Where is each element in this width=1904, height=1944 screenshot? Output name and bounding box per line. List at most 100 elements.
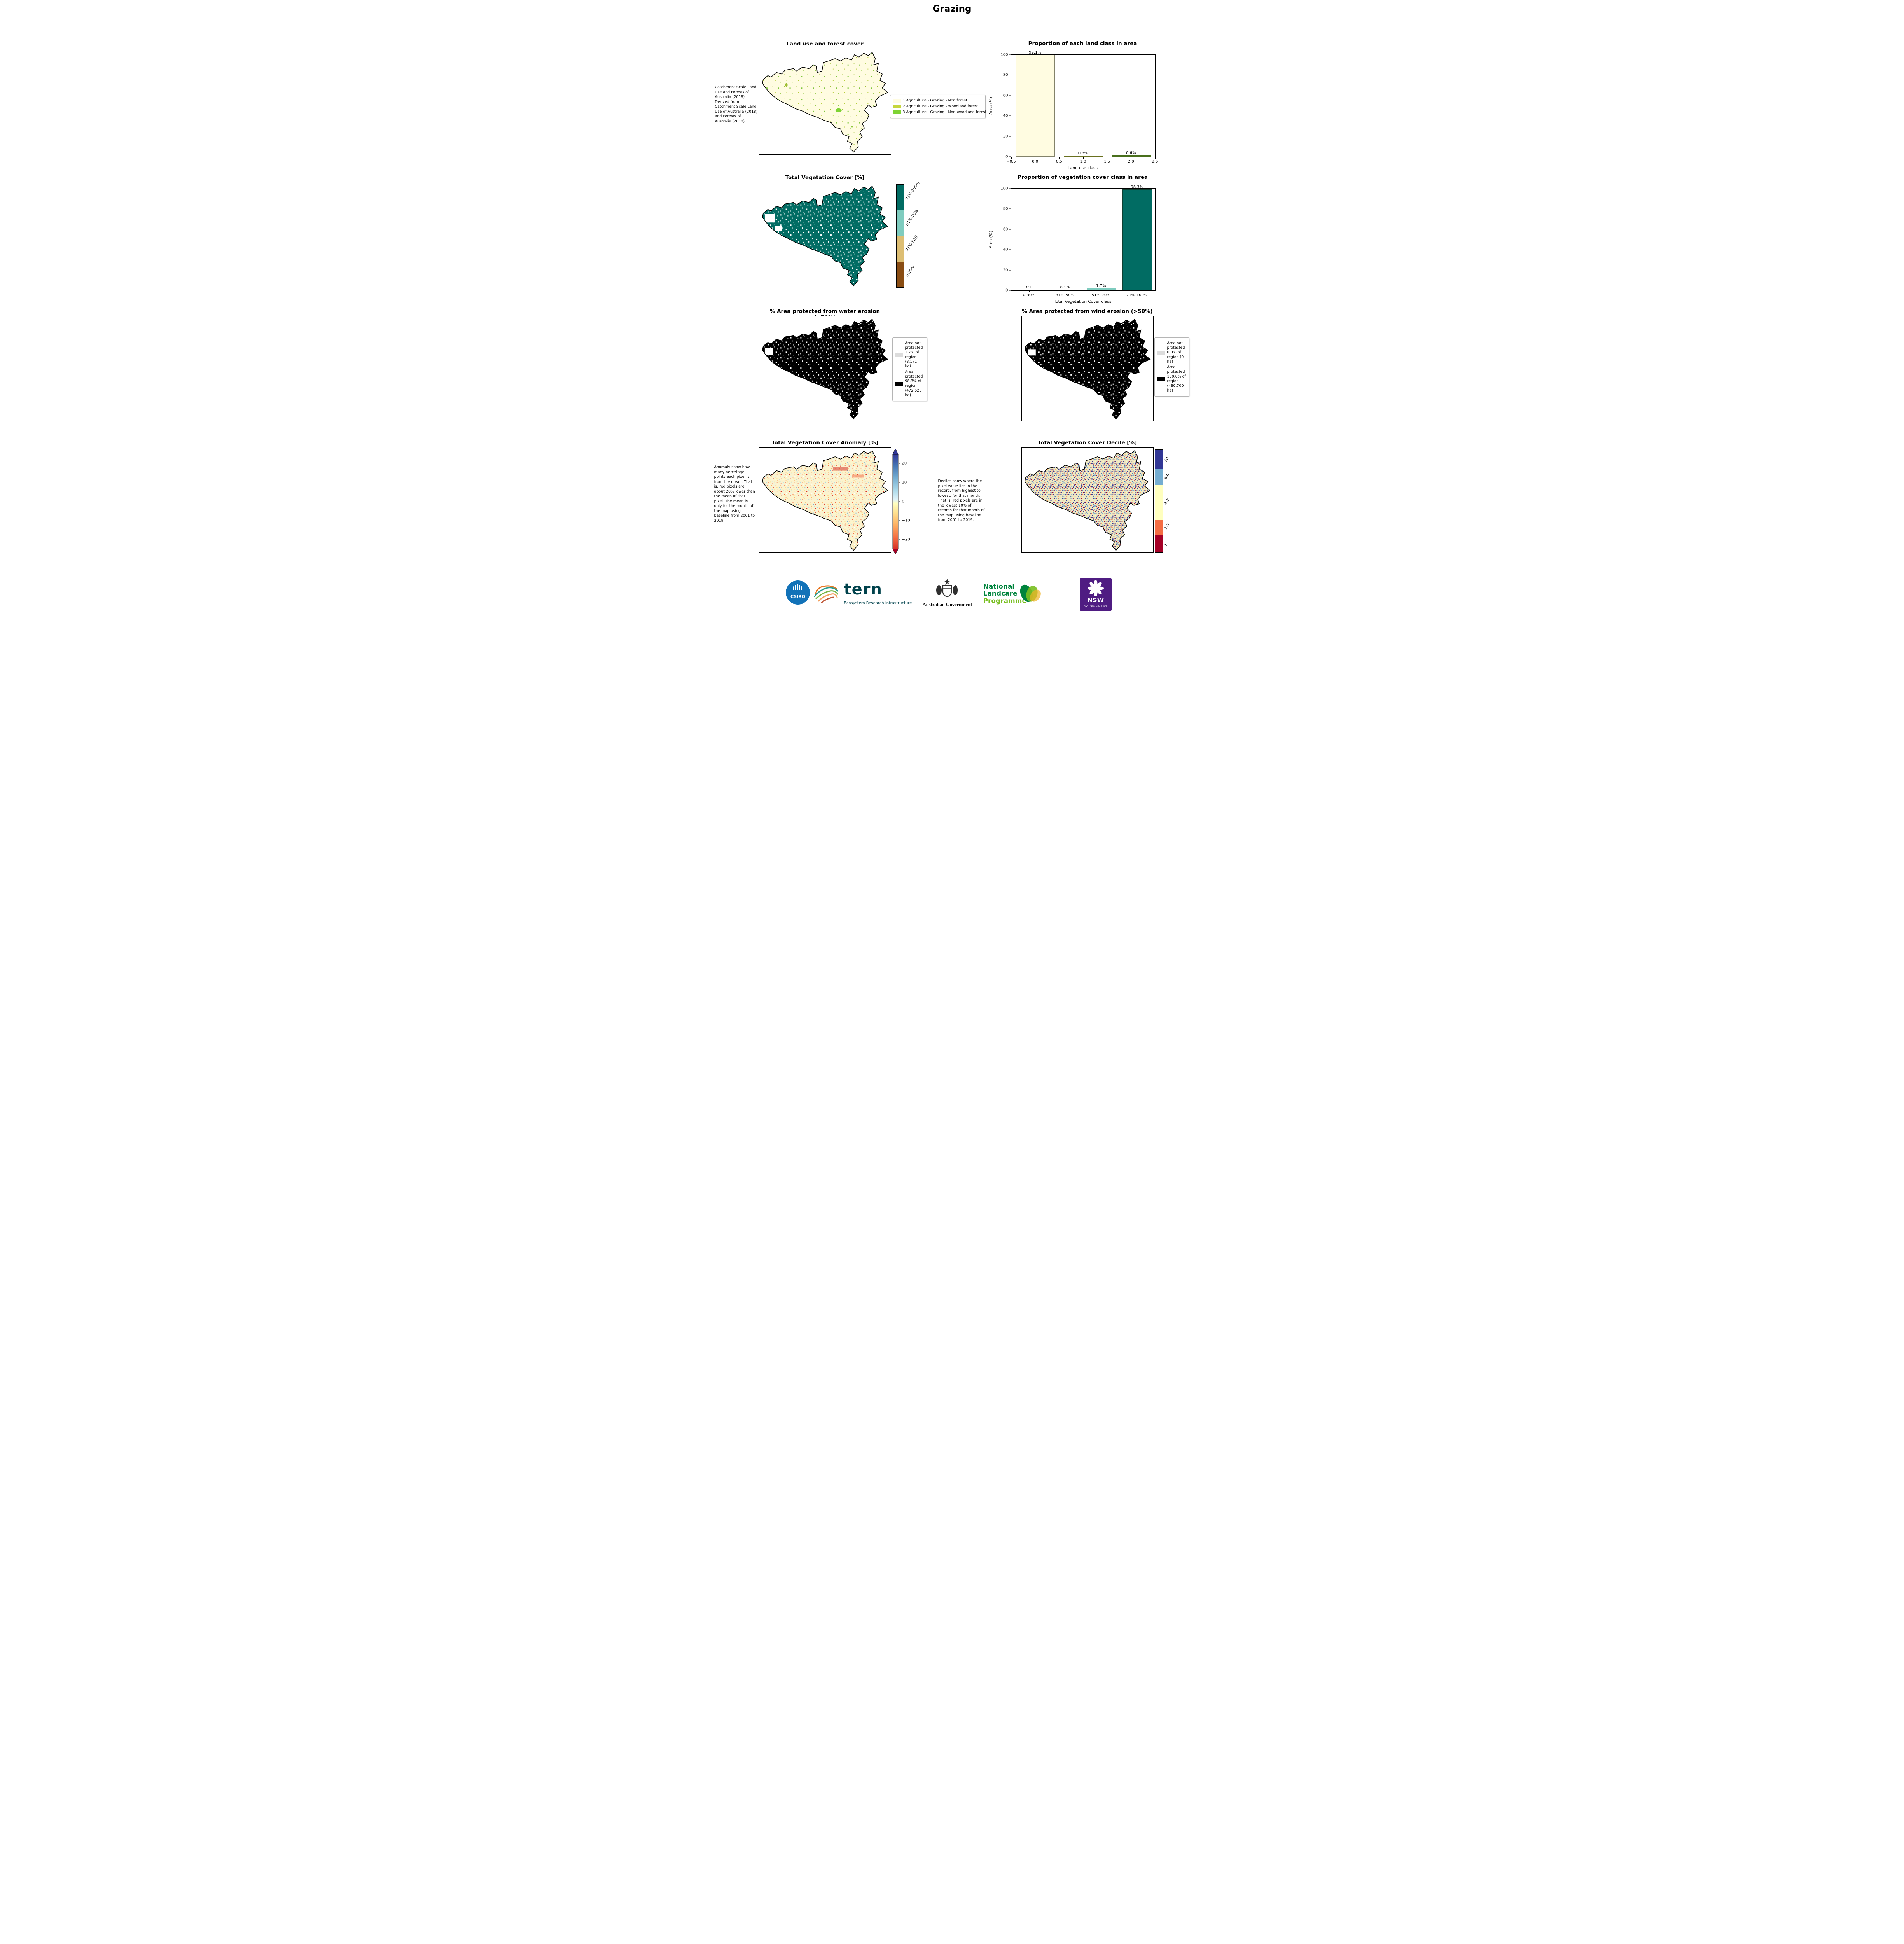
legend-label: 1 Agriculture - Grazing - Non forest bbox=[902, 98, 967, 103]
x-tick-label: 71%-100% bbox=[1126, 293, 1148, 297]
y-tick-label: 60 bbox=[1003, 93, 1008, 98]
legend-label: Area not protected 1.7% of region (8,171… bbox=[905, 341, 923, 369]
legend-swatch bbox=[895, 353, 903, 357]
colorbar-tick bbox=[899, 520, 900, 521]
x-tick-label: 0-30% bbox=[1023, 293, 1035, 297]
colorbar-label: 4-7 bbox=[1163, 498, 1171, 506]
x-tick-label: 31%-50% bbox=[1056, 293, 1075, 297]
colorbar-label: 31%-50% bbox=[904, 234, 919, 252]
vegclass-chart-xlabel: Total Vegetation Cover class bbox=[1054, 299, 1112, 304]
csiro-logo: CSIRO bbox=[785, 580, 810, 607]
decile-map bbox=[1021, 447, 1154, 553]
bar-3 bbox=[1122, 189, 1152, 290]
x-tick bbox=[1011, 157, 1012, 159]
colorbar-segment bbox=[896, 236, 904, 262]
australian-government-text: Australian Government bbox=[922, 602, 972, 607]
legend-swatch bbox=[893, 98, 901, 103]
y-tick-label: 80 bbox=[1003, 73, 1008, 77]
nsw-government-logo-svg: NSW GOVERNMENT bbox=[1079, 578, 1112, 611]
tern-australia-art-svg bbox=[814, 585, 838, 603]
decile-map-note: Deciles show where the pixel value lies … bbox=[938, 479, 985, 523]
legend-item: 3 Agriculture - Grazing - Non-woodland f… bbox=[893, 110, 986, 115]
legend-item: Area protected 98.3% of region (472,528 … bbox=[895, 370, 924, 397]
legend-item: Area not protected 1.7% of region (8,171… bbox=[895, 341, 924, 369]
x-tick-label: 2.0 bbox=[1128, 159, 1134, 164]
colorbar-segment bbox=[1155, 450, 1163, 470]
legend-label: 3 Agriculture - Grazing - Non-woodland f… bbox=[902, 110, 987, 114]
bar-value-label: 0.6% bbox=[1126, 151, 1136, 156]
anomaly-colorbar: 20 10 0 −10 −20 bbox=[890, 448, 910, 556]
wind-erosion-map-svg bbox=[1024, 319, 1150, 419]
legend-label: Area not protected 0.0% of region (0 ha) bbox=[1167, 341, 1185, 364]
tern-australia-art bbox=[812, 582, 842, 606]
bar-2 bbox=[1086, 288, 1116, 290]
colorbar-label: 2-3 bbox=[1163, 523, 1171, 531]
x-tick bbox=[1059, 157, 1060, 159]
colorbar-tick bbox=[899, 463, 900, 464]
bar-value-label: 0.3% bbox=[1078, 151, 1088, 156]
landcare-leaves-svg bbox=[1020, 584, 1041, 602]
y-tick-label: 0 bbox=[1005, 154, 1008, 159]
vegcover-map-title: Total Vegetation Cover [%] bbox=[785, 175, 865, 181]
colorbar-label: 1 bbox=[1163, 542, 1168, 547]
bar-value-label: 0% bbox=[1026, 285, 1032, 290]
legend-swatch bbox=[893, 104, 901, 108]
colorbar-tick-label: 20 bbox=[902, 461, 907, 466]
wind-erosion-map bbox=[1021, 316, 1154, 421]
anomaly-map-note: Anomaly show how many percetage points e… bbox=[714, 465, 755, 523]
colorbar-label: 71%-100% bbox=[904, 181, 921, 201]
x-tick-label: 1.5 bbox=[1104, 159, 1110, 164]
decile-colorbar: 10 8-9 4-7 2-3 1 bbox=[1154, 449, 1170, 553]
water-erosion-legend: Area not protected 1.7% of region (8,171… bbox=[892, 337, 927, 401]
legend-item: Area not protected 0.0% of region (0 ha) bbox=[1157, 341, 1186, 364]
landcare-leaves-icon bbox=[1016, 581, 1044, 607]
colorbar-segment bbox=[1155, 519, 1163, 535]
legend-label: Area protected 98.3% of region (472,528 … bbox=[905, 370, 923, 397]
vegclass-chart-ylabel: Area (%) bbox=[988, 231, 993, 248]
anomaly-colorbar-ticks: 20 10 0 −10 −20 bbox=[899, 454, 912, 549]
landuse-map-title: Land use and forest cover bbox=[786, 41, 864, 47]
y-tick-label: 60 bbox=[1003, 227, 1008, 232]
y-tick-label: 40 bbox=[1003, 247, 1008, 252]
x-tick-label: 1.0 bbox=[1080, 159, 1086, 164]
vegcover-map-svg bbox=[762, 186, 888, 286]
bar-value-label: 98.3% bbox=[1131, 185, 1143, 190]
legend-swatch bbox=[1157, 350, 1165, 355]
anomaly-map-title: Total Vegetation Cover Anomaly [%] bbox=[771, 440, 878, 446]
landcare-line-3: Programme bbox=[983, 597, 1027, 605]
colorbar-segment bbox=[1155, 469, 1163, 485]
y-tick-label: 100 bbox=[1000, 52, 1008, 57]
legend-swatch bbox=[893, 110, 901, 114]
x-tick-label: 0.0 bbox=[1032, 159, 1039, 164]
report-page: Grazing bbox=[714, 0, 1190, 614]
legend-swatch bbox=[895, 381, 903, 386]
decile-map-title: Total Vegetation Cover Decile [%] bbox=[1037, 440, 1137, 446]
y-tick bbox=[1009, 95, 1011, 96]
legend-label: Area protected 100.0% of region (480,700… bbox=[1167, 365, 1186, 393]
vegclass-chart-plot: 0 20 40 60 80 100 0% 0.1% 1.7% 98.3% 0-3… bbox=[1000, 185, 1156, 297]
vegcover-map bbox=[759, 183, 891, 288]
colorbar-tick-label: −20 bbox=[902, 537, 910, 542]
csiro-logo-text: CSIRO bbox=[790, 594, 805, 599]
legend-item: Area protected 100.0% of region (480,700… bbox=[1157, 365, 1186, 393]
landuse-map-note: Catchment Scale Land Use and Forests of … bbox=[715, 85, 758, 124]
decile-map-svg bbox=[1024, 450, 1150, 551]
colorbar-tick-label: 10 bbox=[902, 480, 907, 485]
bar-1 bbox=[1064, 156, 1103, 157]
y-tick-label: 20 bbox=[1003, 134, 1008, 139]
x-tick-label: 0.5 bbox=[1056, 159, 1062, 164]
y-tick-label: 40 bbox=[1003, 114, 1008, 118]
landuse-legend: 1 Agriculture - Grazing - Non forest 2 A… bbox=[890, 95, 986, 118]
bar-2 bbox=[1112, 155, 1151, 157]
colorbar-segment bbox=[1155, 484, 1163, 520]
landcare-line-2: Landcare bbox=[983, 590, 1018, 598]
bar-0 bbox=[1016, 55, 1055, 157]
wind-erosion-legend: Area not protected 0.0% of region (0 ha)… bbox=[1154, 337, 1189, 397]
y-tick-label: 100 bbox=[1000, 186, 1008, 191]
wind-erosion-map-title: % Area protected from wind erosion (>50%… bbox=[1022, 308, 1153, 315]
landclass-chart-title: Proportion of each land class in area bbox=[1028, 40, 1137, 47]
x-tick bbox=[1083, 157, 1084, 159]
nsw-logo-text: NSW bbox=[1087, 596, 1104, 604]
colorbar-label: 8-9 bbox=[1163, 472, 1171, 481]
landuse-map bbox=[759, 49, 891, 155]
